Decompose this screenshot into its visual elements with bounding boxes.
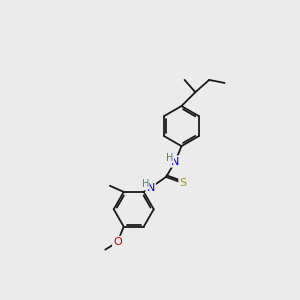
Text: H: H (142, 179, 149, 189)
Text: N: N (146, 183, 155, 193)
Text: S: S (179, 178, 187, 188)
Text: N: N (171, 157, 179, 166)
Text: H: H (166, 153, 174, 163)
Text: O: O (113, 237, 122, 247)
